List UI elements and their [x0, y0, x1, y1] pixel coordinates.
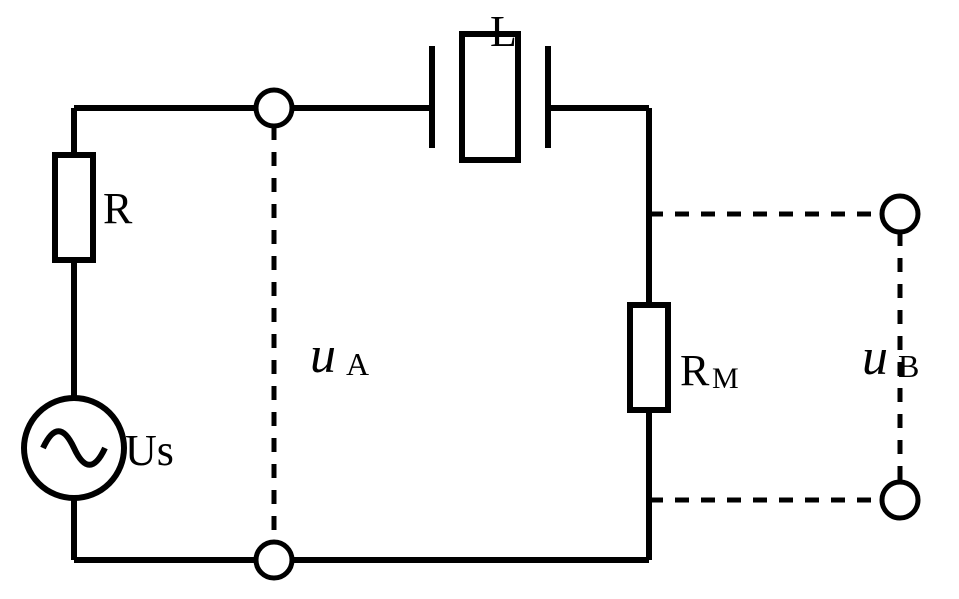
label-uA-A: A	[346, 346, 369, 383]
label-RM-M: M	[712, 362, 739, 396]
measurement-lines	[274, 126, 900, 542]
label-Us: Us	[125, 425, 174, 476]
label-uB-u: u	[862, 328, 888, 387]
circuit-diagram	[0, 0, 959, 599]
components	[24, 34, 668, 498]
terminals	[256, 90, 918, 578]
label-uA-u: u	[310, 326, 336, 385]
label-uB-B: B	[898, 348, 919, 385]
label-RM-R: R	[680, 345, 709, 396]
label-L: L	[490, 6, 517, 57]
label-R: R	[103, 183, 132, 234]
wires	[74, 108, 649, 560]
